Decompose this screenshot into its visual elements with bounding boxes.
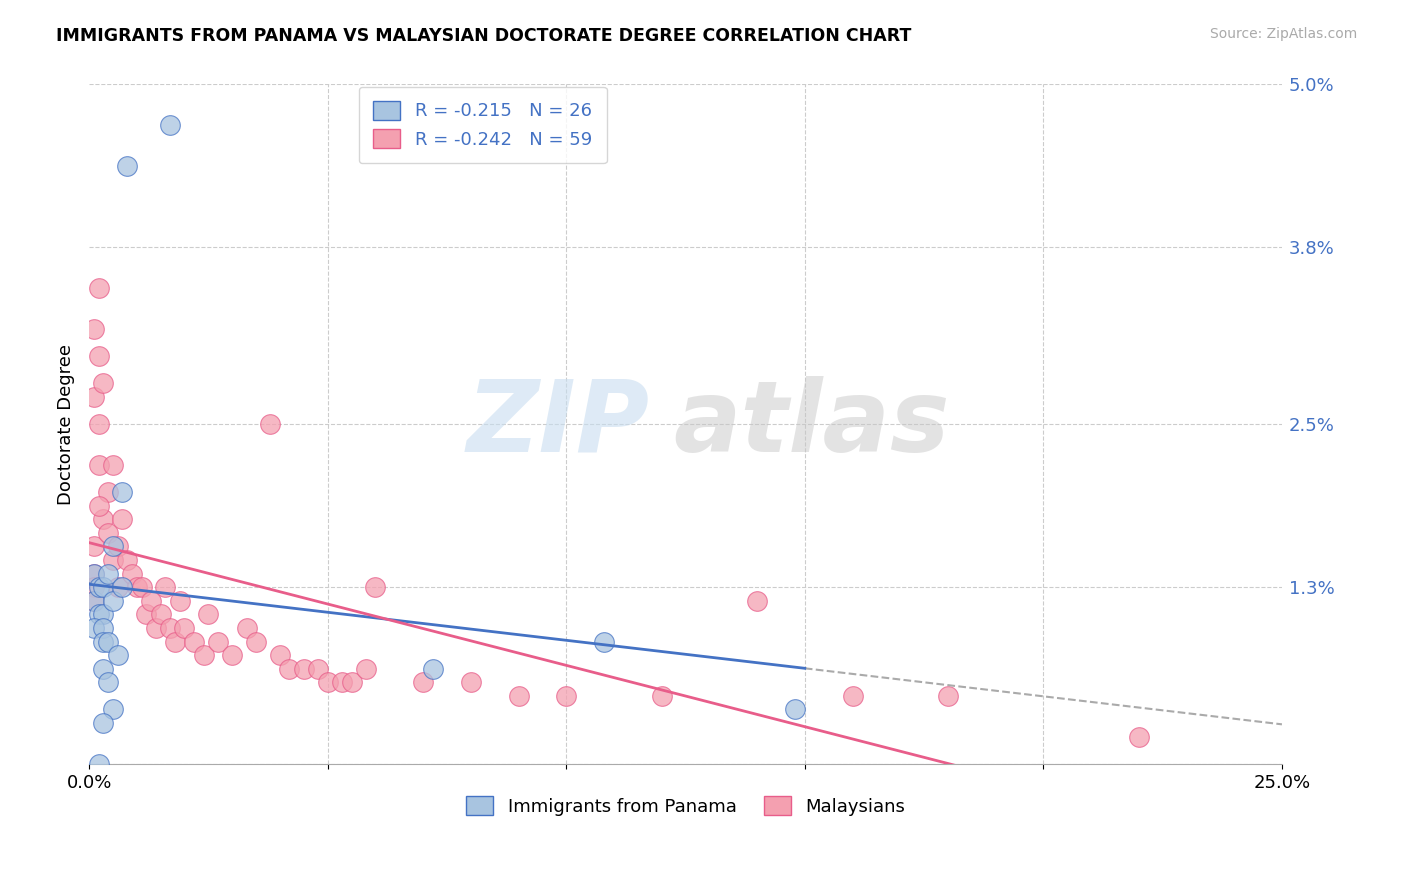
Text: Source: ZipAtlas.com: Source: ZipAtlas.com [1209,27,1357,41]
Point [115,159,138,173]
Y-axis label: Doctorate Degree: Doctorate Degree [58,343,75,505]
Point [269,648,291,662]
Point [93,512,115,526]
Text: atlas: atlas [673,376,950,473]
Point [83,566,105,581]
Point [330,675,353,690]
Point [83,540,105,554]
Point [87,349,110,363]
Point [93,716,115,731]
Point [292,662,315,676]
Point [97,566,120,581]
Point [135,607,157,622]
Point [593,634,616,648]
Point [155,580,177,594]
Point [169,594,191,608]
Point [111,485,134,500]
Point [83,594,105,608]
Point [460,675,482,690]
Point [207,634,229,648]
Point [1128,730,1150,744]
Point [101,458,124,472]
Point [87,580,110,594]
Point [83,621,105,635]
Point [197,607,219,622]
Point [87,417,110,431]
Point [97,485,120,500]
Point [354,662,377,676]
Point [221,648,243,662]
Point [125,580,148,594]
Point [745,594,768,608]
Point [163,634,186,648]
Point [97,634,120,648]
Point [93,621,115,635]
Point [87,607,110,622]
Point [316,675,339,690]
Point [83,390,105,404]
Point [259,417,281,431]
Point [193,648,215,662]
Point [364,580,387,594]
Point [145,621,167,635]
Point [87,458,110,472]
Point [173,621,195,635]
Point [115,553,138,567]
Point [107,580,129,594]
Point [83,594,105,608]
Point [83,580,105,594]
Point [278,662,301,676]
Point [93,634,115,648]
Point [111,580,134,594]
Point [307,662,329,676]
Point [159,621,181,635]
Point [83,322,105,336]
Point [107,648,129,662]
Point [93,580,115,594]
Point [785,702,807,716]
Point [159,118,181,132]
Point [183,634,205,648]
Point [87,756,110,771]
Legend: Immigrants from Panama, Malaysians: Immigrants from Panama, Malaysians [458,789,912,822]
Point [422,662,444,676]
Point [101,702,124,716]
Point [111,512,134,526]
Text: ZIP: ZIP [467,376,650,473]
Point [101,594,124,608]
Point [149,607,172,622]
Point [101,553,124,567]
Point [412,675,434,690]
Point [93,662,115,676]
Point [508,689,530,703]
Point [121,566,143,581]
Point [651,689,673,703]
Point [87,499,110,513]
Point [93,607,115,622]
Point [245,634,267,648]
Point [235,621,257,635]
Point [101,540,124,554]
Point [131,580,153,594]
Point [107,540,129,554]
Point [841,689,863,703]
Point [936,689,959,703]
Point [340,675,363,690]
Point [97,525,120,540]
Text: IMMIGRANTS FROM PANAMA VS MALAYSIAN DOCTORATE DEGREE CORRELATION CHART: IMMIGRANTS FROM PANAMA VS MALAYSIAN DOCT… [56,27,911,45]
Point [93,376,115,391]
Point [87,281,110,295]
Point [83,566,105,581]
Point [139,594,162,608]
Point [97,675,120,690]
Point [555,689,578,703]
